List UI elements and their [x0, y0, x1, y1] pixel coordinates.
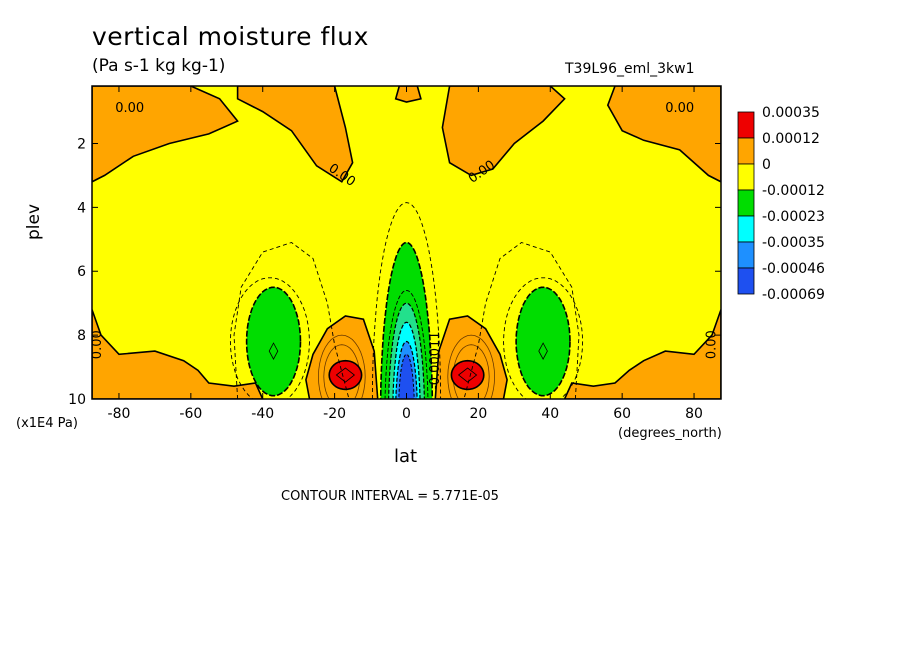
- y-tick-label: 8: [77, 328, 86, 344]
- region-positive-5: [92, 309, 264, 399]
- legend-swatch: [737, 267, 755, 295]
- legend-swatch: [737, 241, 755, 269]
- x-tick-label: 40: [541, 406, 559, 422]
- neg-contour-outer-0: [371, 202, 442, 399]
- legend-label: -0.00023: [762, 209, 825, 225]
- max-inner-0: [335, 367, 356, 383]
- contour-label: 0.00: [705, 330, 720, 359]
- neg-contour-center-ring: [384, 289, 429, 399]
- x-tick-label: -60: [179, 406, 202, 422]
- region-green-left: [245, 286, 302, 397]
- x-axis-label: lat: [394, 446, 418, 467]
- contour-interval: CONTOUR INTERVAL = 5.771E-05: [281, 489, 499, 504]
- y-tick-label: 10: [68, 392, 86, 408]
- x-axis-unit: (degrees_north): [618, 426, 722, 441]
- x-tick-label: 80: [685, 406, 703, 422]
- contour-label: -0.00011: [428, 331, 443, 389]
- contour-label: 0.00: [115, 101, 144, 116]
- region-positive-0: [92, 86, 239, 183]
- region-positive-4: [606, 86, 721, 183]
- legend-swatch: [737, 163, 755, 191]
- x-tick-label: -80: [108, 406, 131, 422]
- chart-units: (Pa s-1 kg kg-1): [92, 56, 226, 76]
- legend-label: 0.00012: [762, 131, 820, 147]
- neg-contour-ring-1: [503, 277, 584, 399]
- region-positive-3: [441, 86, 566, 177]
- neg-contour-outer-1: [233, 241, 350, 399]
- min-marker-1: [538, 342, 548, 360]
- neg-contour-outer-2: [463, 241, 580, 399]
- neg-contour-ring-0: [229, 277, 310, 399]
- legend-label: 0.00035: [762, 105, 820, 121]
- x-tick-label: 20: [469, 406, 487, 422]
- legend-label: -0.00035: [762, 235, 825, 251]
- pos-contour-0-1: [323, 344, 361, 399]
- legend-swatch: [737, 189, 755, 217]
- region-max-0: [328, 359, 363, 391]
- region-positive-8: [563, 309, 721, 399]
- region-green-right: [515, 286, 571, 397]
- y-tick-label: 4: [77, 200, 86, 216]
- y-tick-label: 2: [77, 136, 86, 152]
- region-max-1: [450, 359, 485, 391]
- min-marker-0: [268, 342, 279, 360]
- contour-label: 0.00: [90, 330, 105, 359]
- x-tick-label: -20: [323, 406, 346, 422]
- region-positive-2: [394, 86, 422, 103]
- legend-swatch: [737, 215, 755, 243]
- legend-label: -0.00046: [762, 261, 825, 277]
- x-tick-label: 0: [402, 406, 411, 422]
- legend-swatch: [737, 111, 755, 139]
- pos-contour-0-0: [317, 334, 366, 399]
- x-tick-label: -40: [251, 406, 274, 422]
- max-inner-1: [457, 367, 478, 383]
- run-label: T39L96_eml_3kw1: [565, 61, 695, 77]
- region-positive-1: [236, 86, 354, 183]
- y-axis-unit: (x1E4 Pa): [16, 416, 78, 431]
- chart-title: vertical moisture flux: [92, 22, 369, 51]
- legend-swatch: [737, 137, 755, 165]
- legend-label: -0.00069: [762, 287, 825, 303]
- legend-label: -0.00012: [762, 183, 825, 199]
- contour-label: 0.00: [665, 101, 694, 116]
- y-tick-label: 6: [77, 264, 86, 280]
- legend-label: 0: [762, 157, 771, 173]
- region-darkblue: [398, 353, 415, 399]
- pos-contour-1-0: [447, 334, 496, 399]
- x-tick-label: 60: [613, 406, 631, 422]
